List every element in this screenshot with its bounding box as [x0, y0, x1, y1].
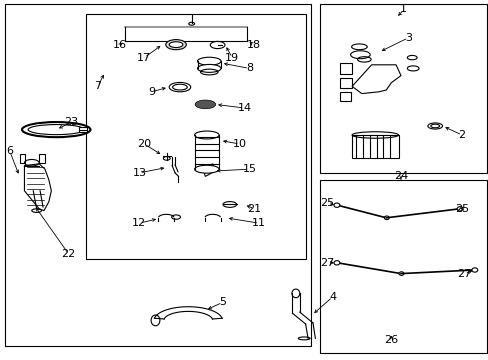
Text: 4: 4: [328, 292, 335, 302]
Ellipse shape: [471, 268, 477, 272]
Text: 16: 16: [113, 40, 126, 50]
Bar: [320, 4, 486, 173]
Text: 18: 18: [247, 40, 261, 50]
Text: 23: 23: [64, 117, 78, 127]
Text: 7: 7: [94, 81, 101, 91]
Text: 6: 6: [6, 146, 13, 156]
Text: 11: 11: [252, 218, 265, 228]
Text: 26: 26: [384, 335, 397, 345]
Ellipse shape: [456, 207, 462, 211]
Text: 13: 13: [132, 168, 146, 178]
Text: 17: 17: [137, 53, 151, 63]
Ellipse shape: [333, 203, 339, 207]
Ellipse shape: [197, 64, 221, 72]
Text: 2: 2: [458, 130, 465, 140]
Bar: [20, 154, 25, 163]
Text: 14: 14: [237, 103, 251, 113]
Bar: [79, 127, 87, 132]
Bar: [320, 180, 486, 353]
Ellipse shape: [169, 42, 183, 48]
Ellipse shape: [333, 261, 339, 265]
Text: 24: 24: [393, 171, 407, 181]
Text: 12: 12: [132, 218, 146, 228]
Text: 27: 27: [320, 258, 334, 268]
Text: 10: 10: [232, 139, 246, 149]
Text: 9: 9: [148, 87, 155, 97]
Text: 25: 25: [454, 204, 468, 214]
Bar: [339, 92, 350, 101]
Text: 3: 3: [404, 33, 411, 43]
Bar: [85, 14, 305, 259]
Text: 1: 1: [399, 4, 406, 14]
Text: 27: 27: [456, 269, 471, 279]
Bar: [339, 63, 351, 74]
Ellipse shape: [195, 100, 215, 109]
Ellipse shape: [384, 216, 388, 220]
Bar: [339, 78, 351, 88]
Bar: [5, 4, 310, 346]
Bar: [351, 135, 398, 158]
Ellipse shape: [398, 272, 403, 275]
Text: 8: 8: [245, 63, 252, 73]
Text: 15: 15: [242, 164, 256, 174]
Ellipse shape: [194, 165, 219, 173]
Text: 21: 21: [247, 204, 261, 214]
Ellipse shape: [165, 40, 186, 50]
Text: 25: 25: [320, 198, 334, 208]
Text: 20: 20: [137, 139, 151, 149]
Bar: [39, 154, 45, 163]
Text: 19: 19: [225, 53, 239, 63]
Text: 5: 5: [219, 297, 225, 307]
Text: 22: 22: [61, 249, 76, 259]
